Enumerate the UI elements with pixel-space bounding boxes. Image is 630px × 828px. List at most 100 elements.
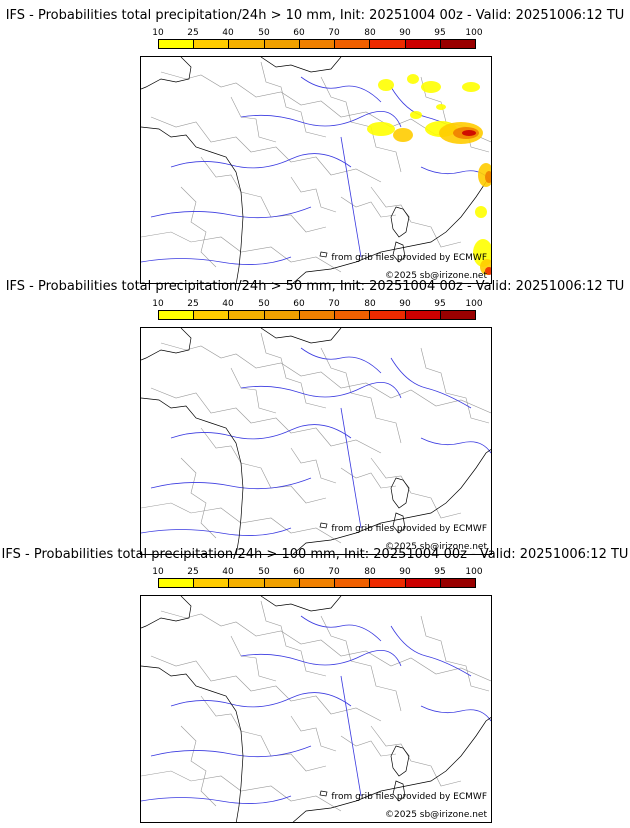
- colorbar-swatch: [370, 40, 406, 48]
- precip-area: [378, 79, 394, 91]
- colorbar-label: 90: [399, 567, 411, 577]
- colorbar-swatch: [159, 579, 195, 587]
- admin-borders: [141, 61, 491, 273]
- colorbar: 10 25 40 50 60 70 80 90 95 100: [152, 567, 483, 591]
- colorbar-label: 25: [187, 28, 199, 38]
- colorbar-label: 60: [293, 28, 305, 38]
- colorbar-label: 100: [465, 28, 483, 38]
- colorbar-swatch: [299, 311, 336, 319]
- colorbar-label: 80: [364, 567, 376, 577]
- forecast-panel-1: IFS - Probabilities total precipitation/…: [0, 8, 630, 284]
- colorbar-label: 40: [222, 299, 234, 309]
- colorbar-label: 25: [187, 299, 199, 309]
- precip-area: [485, 267, 491, 275]
- colorbar-swatch: [194, 579, 230, 587]
- colorbar-label: 40: [222, 28, 234, 38]
- colorbar-labels: 10 25 40 50 60 70 80 90 95 100: [152, 299, 482, 309]
- colorbar-label: 90: [399, 299, 411, 309]
- colorbar-swatch: [264, 579, 300, 587]
- map-svg: [141, 596, 491, 822]
- colorbar-label: 100: [465, 567, 483, 577]
- data-source-credit: from grib files provided by ECMWF: [331, 253, 487, 263]
- admin-borders: [141, 332, 491, 544]
- colorbar-label: 50: [258, 28, 270, 38]
- rivers: [141, 347, 491, 536]
- colorbar-label: 70: [328, 299, 340, 309]
- colorbar-swatch: [264, 311, 300, 319]
- panel-title: IFS - Probabilities total precipitation/…: [1, 547, 629, 562]
- precip-area: [367, 122, 395, 136]
- precip-area: [393, 128, 413, 142]
- admin-borders: [141, 600, 491, 812]
- colorbar-swatch: [299, 579, 336, 587]
- colorbar-swatch: [370, 579, 406, 587]
- colorbar-swatch: [159, 311, 195, 319]
- panel-title: IFS - Probabilities total precipitation/…: [5, 8, 625, 23]
- coastline: [141, 57, 491, 283]
- colorbar-swatch: [440, 311, 475, 319]
- colorbar-label: 95: [434, 28, 446, 38]
- colorbar-label: 70: [328, 567, 340, 577]
- colorbar-label: 10: [152, 567, 164, 577]
- precip-area: [436, 104, 446, 110]
- colorbar-swatch: [194, 40, 230, 48]
- colorbar-swatch: [335, 311, 371, 319]
- colorbar-swatch: [405, 579, 441, 587]
- precip-area: [462, 130, 476, 136]
- colorbar-label: 25: [187, 567, 199, 577]
- rivers: [141, 615, 491, 804]
- colorbar-label: 60: [293, 567, 305, 577]
- data-source-credit: from grib files provided by ECMWF: [331, 792, 487, 802]
- coastline: [141, 596, 491, 822]
- colorbar-swatch: [229, 40, 265, 48]
- precip-area: [410, 111, 422, 119]
- precip-area: [421, 81, 441, 93]
- colorbar-swatch: [229, 311, 265, 319]
- colorbar-swatches: [158, 39, 476, 49]
- colorbar-label: 10: [152, 28, 164, 38]
- colorbar-label: 100: [465, 299, 483, 309]
- copyright-credit: ©2025 sb@irizone.net: [385, 810, 487, 820]
- colorbar-label: 80: [364, 28, 376, 38]
- colorbar-label: 95: [434, 567, 446, 577]
- copyright-credit: ©2025 sb@irizone.net: [385, 271, 487, 281]
- colorbar-swatch: [335, 40, 371, 48]
- colorbar-swatch: [264, 40, 300, 48]
- colorbar-label: 10: [152, 299, 164, 309]
- map-svg: [141, 57, 491, 283]
- colorbar-label: 80: [364, 299, 376, 309]
- colorbar-swatch: [440, 40, 475, 48]
- rivers: [141, 76, 491, 265]
- colorbar-swatches: [158, 578, 476, 588]
- colorbar-labels: 10 25 40 50 60 70 80 90 95 100: [152, 567, 482, 577]
- colorbar-label: 95: [434, 299, 446, 309]
- map-frame: from grib files provided by ECMWF ©2025 …: [140, 327, 492, 555]
- data-source-credit: from grib files provided by ECMWF: [331, 524, 487, 534]
- precip-area: [407, 74, 419, 84]
- colorbar-swatch: [335, 579, 371, 587]
- colorbar-swatch: [405, 311, 441, 319]
- forecast-panel-3: IFS - Probabilities total precipitation/…: [0, 547, 630, 823]
- colorbar-label: 50: [258, 299, 270, 309]
- colorbar-swatch: [299, 40, 336, 48]
- colorbar-swatch: [229, 579, 265, 587]
- colorbar-label: 40: [222, 567, 234, 577]
- colorbar-swatch: [440, 579, 475, 587]
- colorbar-swatch: [370, 311, 406, 319]
- precipitation-layer: [367, 74, 491, 275]
- colorbar-swatch: [405, 40, 441, 48]
- colorbar-label: 70: [328, 28, 340, 38]
- colorbar-label: 50: [258, 567, 270, 577]
- precip-area: [475, 206, 487, 218]
- colorbar-swatch: [194, 311, 230, 319]
- colorbar-swatch: [159, 40, 195, 48]
- coastline: [141, 328, 491, 554]
- colorbar-labels: 10 25 40 50 60 70 80 90 95 100: [152, 28, 482, 38]
- forecast-panel-2: IFS - Probabilities total precipitation/…: [0, 279, 630, 555]
- colorbar: 10 25 40 50 60 70 80 90 95 100: [152, 28, 483, 52]
- map-frame: from grib files provided by ECMWF ©2025 …: [140, 595, 492, 823]
- panel-title: IFS - Probabilities total precipitation/…: [5, 279, 625, 294]
- precip-area: [462, 82, 480, 92]
- precip-area: [485, 171, 491, 183]
- colorbar-swatches: [158, 310, 476, 320]
